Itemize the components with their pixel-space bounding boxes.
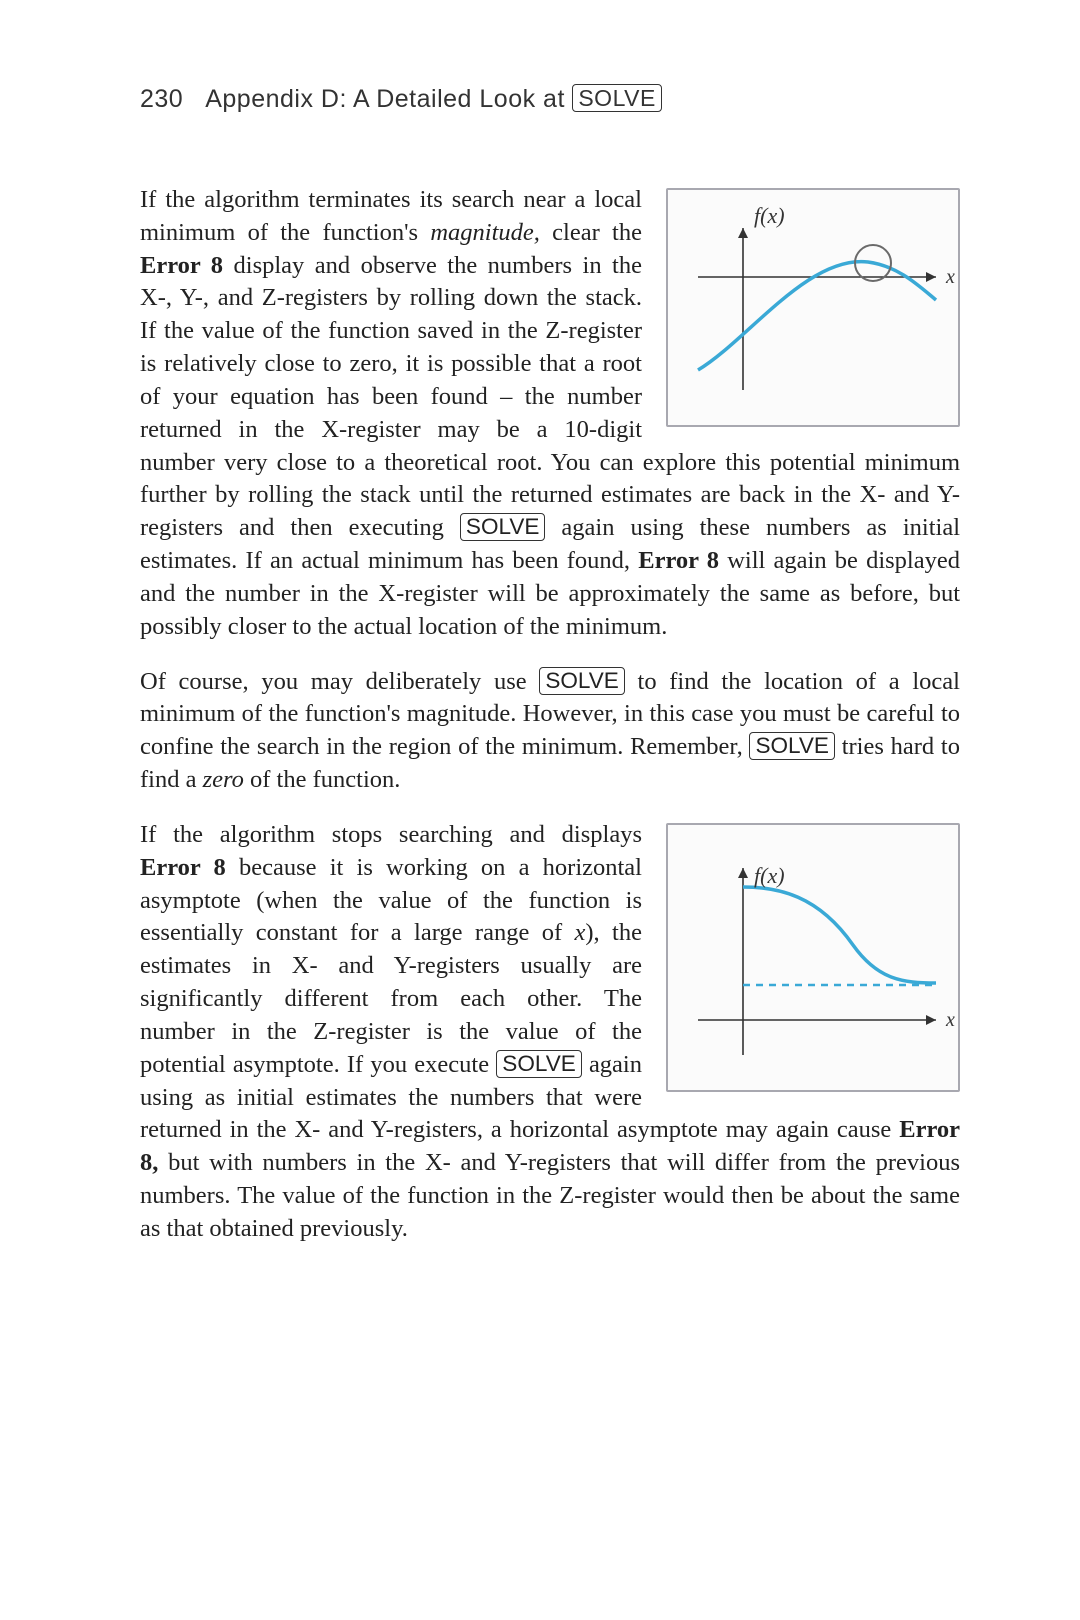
- svg-text:f(x): f(x): [754, 863, 785, 888]
- p2-zero: zero: [203, 766, 244, 793]
- page: 230Appendix D: A Detailed Look at SOLVE …: [0, 0, 1080, 1620]
- solve-key-icon: SOLVE: [496, 1050, 581, 1078]
- p1-error8a: Error 8: [140, 252, 223, 279]
- solve-key-icon: SOLVE: [539, 667, 624, 695]
- svg-text:f(x): f(x): [754, 203, 785, 228]
- svg-text:x: x: [945, 1009, 955, 1031]
- p3-t1: If the algorithm stops searching and dis…: [140, 821, 642, 848]
- p1-error8b: Error 8: [638, 547, 719, 574]
- solve-key-icon: SOLVE: [749, 732, 834, 760]
- p2-t4: of the function.: [244, 766, 401, 793]
- figure-asymptote-svg: f(x) x: [668, 825, 958, 1085]
- p2-t1: Of course, you may deliberately use: [140, 668, 539, 695]
- appendix-title: Appendix D: A Detailed Look at: [205, 85, 572, 113]
- figure-asymptote: f(x) x: [666, 823, 960, 1092]
- figure-local-minimum: f(x) x: [666, 188, 960, 427]
- p1-magnitude: magnitude,: [430, 219, 540, 246]
- page-header: 230 Appendix D: A Detailed Look at SOLVE: [140, 85, 960, 114]
- paragraph-2: Of course, you may deliberately use SOLV…: [140, 666, 960, 797]
- p1-t2: clear the: [540, 219, 642, 246]
- p3-t5: horizontal asymptote may again cause: [510, 1116, 899, 1143]
- page-number: 230: [140, 85, 183, 113]
- p3-x: x: [575, 919, 586, 946]
- svg-text:x: x: [945, 266, 955, 288]
- p1-t3: display and observe the numbers in the X…: [140, 252, 642, 476]
- solve-key-icon: SOLVE: [572, 84, 662, 112]
- solve-key-icon: SOLVE: [460, 513, 545, 541]
- figure-local-minimum-svg: f(x) x: [668, 190, 958, 420]
- p3-t6: but with numbers in the X- and Y-registe…: [140, 1149, 960, 1242]
- p3-error8a: Error 8: [140, 854, 226, 881]
